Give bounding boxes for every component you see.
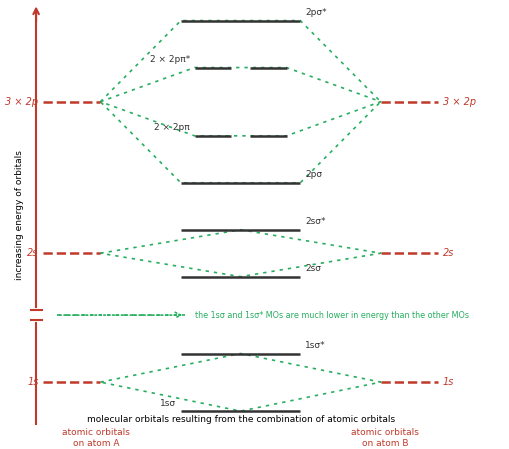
Text: atomic orbitals
on atom B: atomic orbitals on atom B <box>351 428 419 448</box>
Text: 2s: 2s <box>27 248 38 258</box>
Text: 1s: 1s <box>27 377 38 387</box>
Text: atomic orbitals
on atom A: atomic orbitals on atom A <box>62 428 130 448</box>
Text: 3 × 2p: 3 × 2p <box>5 97 38 107</box>
Text: 1sσ: 1sσ <box>160 399 176 408</box>
Text: 2s: 2s <box>443 248 454 258</box>
Text: 2sσ*: 2sσ* <box>305 217 325 226</box>
Text: 2 × 2pπ*: 2 × 2pπ* <box>150 55 190 64</box>
Text: 1s: 1s <box>443 377 454 387</box>
Text: 2pσ*: 2pσ* <box>305 8 326 17</box>
Text: 2pσ: 2pσ <box>305 170 322 179</box>
Text: 1sσ*: 1sσ* <box>305 341 326 350</box>
Text: molecular orbitals resulting from the combination of atomic orbitals: molecular orbitals resulting from the co… <box>87 415 394 424</box>
Text: the 1sσ and 1sσ* MOs are much lower in energy than the other MOs: the 1sσ and 1sσ* MOs are much lower in e… <box>194 311 469 320</box>
Text: 2sσ: 2sσ <box>305 264 321 273</box>
Text: 3 × 2p: 3 × 2p <box>443 97 476 107</box>
Text: increasing energy of orbitals: increasing energy of orbitals <box>15 150 23 280</box>
Text: 2 × 2pπ: 2 × 2pπ <box>154 123 190 132</box>
